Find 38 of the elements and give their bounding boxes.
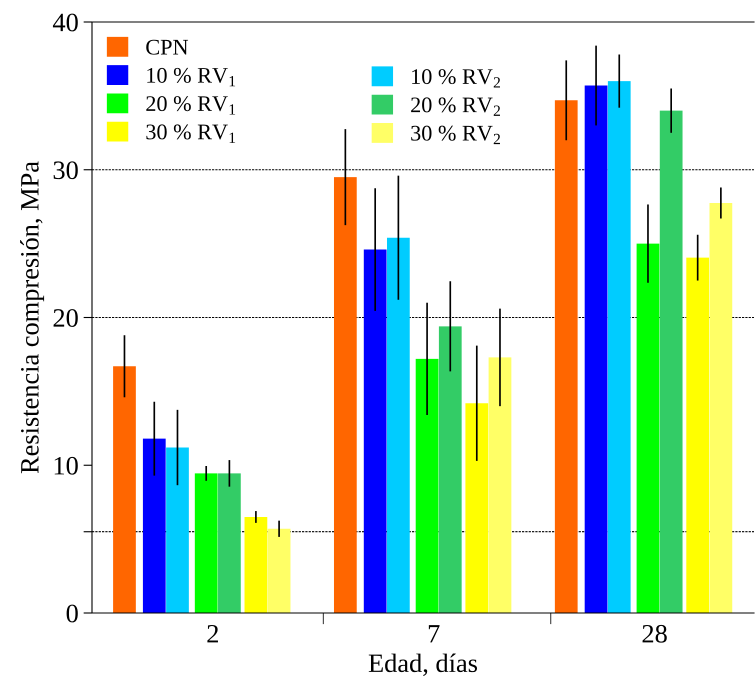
bar xyxy=(660,110,683,613)
bar xyxy=(709,202,732,613)
legend-label: 20 % RV$_{1}$ xyxy=(146,96,236,115)
bar xyxy=(244,516,268,613)
x-tick-label: 7 xyxy=(428,625,440,642)
bar xyxy=(554,100,578,613)
bar xyxy=(268,528,290,613)
bar xyxy=(113,366,136,613)
bar xyxy=(465,403,488,613)
y-axis-title: Resistencia compresión, MPa xyxy=(20,161,44,474)
legend-label: 20 % RV$_{2}$ xyxy=(411,97,500,116)
legend-label: CPN xyxy=(146,40,188,55)
x-axis-title: Edad, días xyxy=(368,654,478,676)
bar xyxy=(488,357,512,613)
x-tick-label: 28 xyxy=(642,624,667,643)
bar xyxy=(416,358,438,613)
y-tick-label: 10 xyxy=(54,456,78,475)
x-tick-label: 2 xyxy=(207,624,218,642)
bar xyxy=(686,258,710,613)
y-tick-label: 30 xyxy=(54,161,78,180)
bar xyxy=(438,326,462,613)
bar xyxy=(386,238,410,613)
bar xyxy=(166,448,189,613)
y-tick-label: 40 xyxy=(52,14,78,32)
legend-label: 30 % RV$_{2}$ xyxy=(411,126,500,144)
bar xyxy=(194,473,218,613)
bar xyxy=(334,177,357,613)
bar xyxy=(218,473,241,613)
legend-label: 10 % RV$_{2}$ xyxy=(412,69,500,88)
bar xyxy=(608,81,631,613)
bar xyxy=(364,250,387,613)
y-tick-label: 0 xyxy=(66,604,78,622)
bar xyxy=(636,244,660,613)
bar xyxy=(584,86,608,613)
y-tick-label: 20 xyxy=(54,309,78,327)
legend-label: 10 % RV$_{1}$ xyxy=(147,68,236,86)
legend-label: 30 % RV$_{1}$ xyxy=(146,124,236,143)
bar xyxy=(142,438,166,613)
